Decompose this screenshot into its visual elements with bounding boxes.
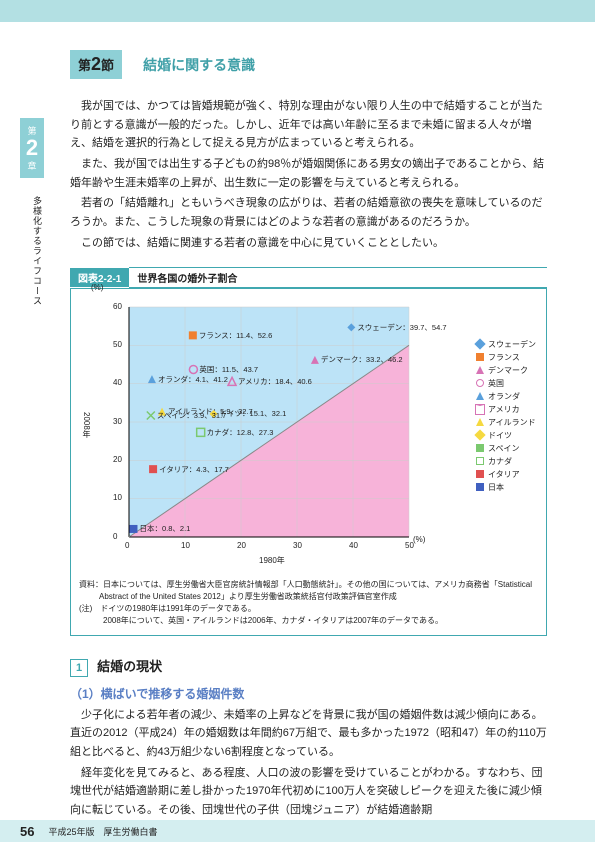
- legend-label: 日本: [488, 482, 504, 493]
- legend-marker-icon: [476, 483, 484, 491]
- chart-legend: スウェーデンフランスデンマーク英国オランダアメリカアイルランドドイツスペインカナ…: [476, 339, 536, 495]
- legend-item: デンマーク: [476, 365, 536, 376]
- section-number-box: 第2節: [70, 50, 122, 79]
- subsubsection-title: （1）横ばいで推移する婚姻件数: [70, 685, 547, 702]
- legend-marker-icon: [476, 379, 484, 387]
- legend-marker-icon: [476, 405, 484, 414]
- legend-label: スウェーデン: [488, 339, 536, 350]
- source-line: 資料：日本については、厚生労働省大臣官房統計情報部「人口動態統計」。その他の国に…: [79, 579, 538, 603]
- source-line: 2008年について、英国・アイルランドは2006年、カナダ・イタリアは2007年…: [79, 615, 538, 627]
- legend-label: フランス: [488, 352, 520, 363]
- y-tick-label: 50: [113, 340, 122, 349]
- legend-item: 日本: [476, 482, 536, 493]
- data-point-label: フランス：11.4、52.6: [199, 330, 273, 341]
- x-tick-label: 20: [237, 541, 246, 550]
- legend-marker-icon: [476, 470, 484, 478]
- figure-sources: 資料：日本については、厚生労働省大臣官房統計情報部「人口動態統計」。その他の国に…: [79, 579, 538, 627]
- y-tick-label: 40: [113, 378, 122, 387]
- x-tick-label: 30: [293, 541, 302, 550]
- legend-marker-icon: [476, 366, 484, 374]
- legend-marker-icon: [476, 444, 484, 452]
- footer-text: 平成25年版 厚生労働白書: [48, 825, 157, 838]
- page-footer: 56 平成25年版 厚生労働白書: [0, 820, 595, 842]
- data-point-label: スペイン：3.9、31.7: [157, 410, 227, 421]
- data-point-label: 日本：0.8、2.1: [139, 523, 190, 534]
- paragraph: また、我が国では出生する子どもの約98％が婚姻関係にある男女の嫡出子であることか…: [70, 155, 547, 192]
- legend-label: スペイン: [488, 443, 519, 454]
- x-tick-label: 0: [125, 541, 129, 550]
- section-suffix: 節: [101, 58, 114, 73]
- y-tick-label: 0: [113, 532, 117, 541]
- legend-marker-icon: [476, 353, 484, 361]
- legend-item: アイルランド: [476, 417, 536, 428]
- legend-marker-icon: [476, 392, 484, 400]
- legend-marker-icon: [476, 457, 484, 465]
- paragraph: 我が国では、かつては皆婚規範が強く、特別な理由がない限り人生の中で結婚することが…: [70, 97, 547, 153]
- scatter-chart: (%) 2008年 スウェーデン：39.7、54.7フランス：11.4、52.6…: [109, 297, 429, 557]
- data-point-label: デンマーク：33.2、46.2: [321, 354, 403, 365]
- y-tick-label: 20: [113, 455, 122, 464]
- legend-item: スウェーデン: [476, 339, 536, 350]
- intro-paragraphs: 我が国では、かつては皆婚規範が強く、特別な理由がない限り人生の中で結婚することが…: [70, 97, 547, 253]
- paragraph: この節では、結婚に関連する若者の意識を中心に見ていくこととしたい。: [70, 234, 547, 253]
- data-point-label: オランダ：4.1、41.2: [158, 374, 228, 385]
- x-unit-label: (%): [413, 535, 425, 544]
- section-header: 第2節 結婚に関する意識: [70, 50, 547, 79]
- legend-label: カナダ: [488, 456, 512, 467]
- paragraph: 少子化による若年者の減少、未婚率の上昇などを背景に我が国の婚姻件数は減少傾向にあ…: [70, 706, 547, 762]
- legend-marker-icon: [476, 418, 484, 426]
- chapter-number: 2: [20, 137, 44, 159]
- y-unit-label: (%): [91, 283, 103, 292]
- figure-heading: 世界各国の婚外子割合: [129, 267, 547, 288]
- chapter-suffix: 章: [20, 159, 44, 172]
- y-axis-title: 2008年: [81, 412, 92, 438]
- data-point-label: アメリカ：18.4、40.6: [238, 376, 312, 387]
- paragraph: 経年変化を見てみると、ある程度、人口の波の影響を受けていることがわかる。すなわち…: [70, 764, 547, 820]
- legend-label: アイルランド: [488, 417, 536, 428]
- x-tick-label: 40: [349, 541, 358, 550]
- legend-label: 英国: [488, 378, 504, 389]
- legend-item: スペイン: [476, 443, 536, 454]
- paragraph: 若者の「結婚離れ」ともいうべき現象の広がりは、若者の結婚意欲の喪失を意味している…: [70, 194, 547, 231]
- legend-label: イタリア: [488, 469, 520, 480]
- legend-item: 英国: [476, 378, 536, 389]
- y-tick-label: 30: [113, 417, 122, 426]
- y-tick-label: 10: [113, 493, 122, 502]
- data-point-label: ドイツ：15.1、32.1: [220, 408, 287, 419]
- section-number: 2: [91, 54, 101, 74]
- chapter-title-vertical: 多様化するライフコース: [20, 196, 44, 306]
- x-axis-title: 1980年: [259, 555, 285, 566]
- legend-item: カナダ: [476, 456, 536, 467]
- legend-item: ドイツ: [476, 430, 536, 441]
- chart-frame: (%) 2008年 スウェーデン：39.7、54.7 フランス：11.4、52.6…: [70, 288, 547, 636]
- data-point-label: イタリア：4.3、17.7: [159, 464, 229, 475]
- legend-item: オランダ: [476, 391, 536, 402]
- section-heading: 結婚に関する意識: [143, 55, 255, 75]
- legend-item: イタリア: [476, 469, 536, 480]
- chapter-tab: 第 2 章: [20, 118, 44, 178]
- legend-item: フランス: [476, 352, 536, 363]
- subsection-1: 1 結婚の現状 （1）横ばいで推移する婚姻件数 少子化による若年者の減少、未婚率…: [70, 656, 547, 820]
- legend-marker-icon: [474, 338, 485, 349]
- subsection-title: 結婚の現状: [97, 659, 162, 674]
- page-top-bar: [0, 0, 595, 22]
- legend-label: デンマーク: [488, 365, 528, 376]
- legend-marker-icon: [474, 429, 485, 440]
- x-tick-label: 10: [181, 541, 190, 550]
- subsection-number: 1: [70, 659, 88, 677]
- source-line: (注) ドイツの1980年は1991年のデータである。: [79, 603, 538, 615]
- legend-label: ドイツ: [488, 430, 512, 441]
- legend-label: オランダ: [488, 391, 520, 402]
- page-number: 56: [20, 824, 34, 839]
- section-prefix: 第: [78, 58, 91, 73]
- legend-label: アメリカ: [488, 404, 520, 415]
- y-tick-label: 60: [113, 302, 122, 311]
- figure-2-2-1: 図表2-2-1 世界各国の婚外子割合 (%) 2008年 スウェーデン：39.7…: [70, 267, 547, 636]
- legend-item: アメリカ: [476, 404, 536, 415]
- data-point-label: スウェーデン：39.7、54.7: [357, 322, 446, 333]
- data-point-label: カナダ：12.8、27.3: [207, 427, 274, 438]
